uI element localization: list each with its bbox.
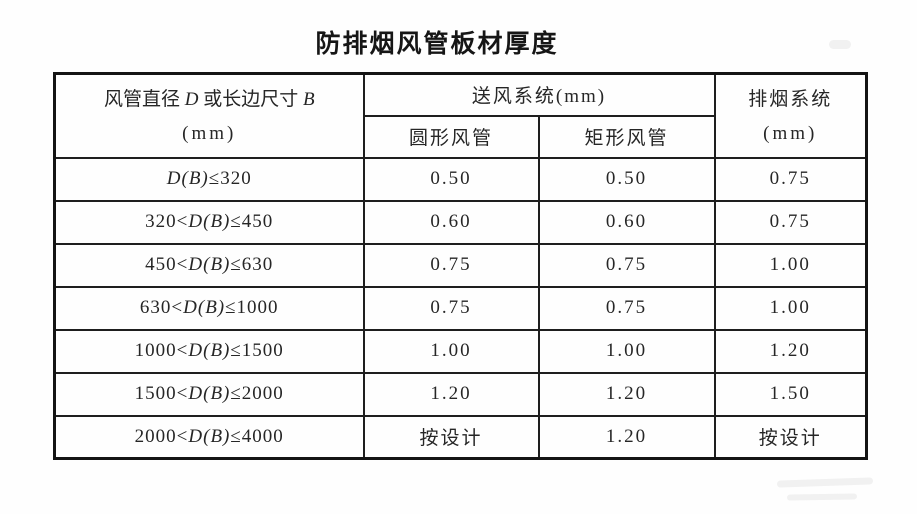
range-var: D(B): [188, 211, 231, 232]
round-duct-value: 1.00: [362, 328, 540, 374]
header-exhaust-unit: (mm): [763, 122, 818, 144]
range-var: D(B): [188, 254, 231, 275]
range-var: D(B): [166, 168, 209, 189]
range-pre: 1000<: [134, 340, 189, 361]
round-duct-value: 0.75: [362, 242, 540, 288]
rect-duct-value: 1.00: [537, 328, 716, 374]
range-cell: D(B)≤320: [53, 156, 365, 202]
range-post: ≤450: [230, 211, 274, 232]
table-row-7: 2000<D(B)≤4000 按设计 1.20 按设计: [53, 414, 868, 460]
rect-duct-value: 1.20: [537, 414, 716, 460]
exhaust-value: 1.20: [713, 328, 868, 374]
exhaust-value: 1.00: [713, 285, 868, 331]
exhaust-value: 0.75: [713, 156, 868, 202]
header-duct-size-text-1: 风管直径: [103, 88, 185, 110]
rect-duct-value: 0.60: [537, 199, 716, 245]
scan-artifact: [776, 477, 874, 488]
header-row-1: 风管直径 D 或长边尺寸 B (mm) 送风系统(mm) 排烟系统 (mm): [53, 72, 868, 159]
range-var: D(B): [188, 340, 231, 361]
table-row-4: 630<D(B)≤1000 0.75 0.75 1.00: [53, 285, 868, 331]
round-duct-value: 0.60: [362, 199, 540, 245]
range-post: ≤1000: [225, 297, 279, 318]
range-post: ≤2000: [230, 383, 284, 404]
rect-duct-value: 1.20: [537, 371, 716, 417]
rect-duct-value: 0.50: [537, 156, 716, 202]
range-var: D(B): [183, 297, 226, 318]
range-cell: 320<D(B)≤450: [53, 199, 365, 245]
rect-duct-value: 0.75: [537, 242, 716, 288]
header-duct-size-unit: (mm): [182, 122, 237, 144]
range-cell: 2000<D(B)≤4000: [53, 414, 365, 460]
range-pre: 1500<: [134, 383, 189, 404]
header-duct-size: 风管直径 D 或长边尺寸 B (mm): [53, 72, 365, 159]
table-row-5: 1000<D(B)≤1500 1.00 1.00 1.20: [53, 328, 868, 374]
range-post: ≤4000: [230, 425, 284, 447]
rect-duct-value: 0.75: [537, 285, 716, 331]
header-supply-system: 送风系统(mm): [362, 72, 716, 117]
range-var: D(B): [188, 425, 231, 447]
exhaust-value: 1.50: [713, 371, 868, 417]
page-title: 防排烟风管板材厚度: [315, 30, 559, 58]
header-exhaust-system: 排烟系统 (mm): [713, 72, 868, 159]
range-pre: 320<: [145, 211, 189, 232]
range-post: ≤630: [230, 254, 274, 275]
header-rect-duct: 矩形风管: [537, 114, 716, 159]
header-row-2: 圆形风管 矩形风管: [55, 114, 867, 159]
round-duct-value: 0.75: [362, 285, 540, 331]
range-cell: 1000<D(B)≤1500: [53, 328, 365, 374]
range-cell: 630<D(B)≤1000: [53, 285, 365, 331]
range-pre: 450<: [145, 254, 189, 275]
round-duct-value: 1.20: [362, 371, 540, 417]
round-duct-value: 0.50: [362, 156, 540, 202]
range-cell: 450<D(B)≤630: [53, 242, 365, 288]
header-round-duct: 圆形风管: [362, 114, 540, 159]
table-row-2: 320<D(B)≤450 0.60 0.60 0.75: [53, 199, 868, 245]
table-row-6: 1500<D(B)≤2000 1.20 1.20 1.50: [53, 371, 868, 417]
exhaust-value: 0.75: [713, 199, 868, 245]
header-exhaust-label: 排烟系统: [748, 88, 833, 110]
header-duct-size-text-2: 或长边尺寸: [198, 88, 303, 110]
range-var: D(B): [188, 383, 231, 404]
header-var-d: D: [184, 88, 199, 110]
table-row-3: 450<D(B)≤630 0.75 0.75 1.00: [53, 242, 868, 288]
header-duct-size-line1: 风管直径 D 或长边尺寸 B: [57, 87, 362, 113]
range-pre: 2000<: [134, 425, 189, 447]
range-pre: 630<: [139, 297, 184, 318]
round-duct-value: 按设计: [362, 414, 540, 460]
range-post: ≤1500: [230, 340, 284, 361]
range-post: ≤320: [208, 168, 252, 189]
scan-artifact: [786, 493, 858, 501]
exhaust-value: 按设计: [713, 414, 868, 460]
exhaust-value: 1.00: [713, 242, 868, 288]
range-cell: 1500<D(B)≤2000: [53, 371, 365, 417]
duct-thickness-table: 风管直径 D 或长边尺寸 B (mm) 送风系统(mm) 排烟系统 (mm) 圆…: [53, 72, 868, 460]
table-row-1: D(B)≤320 0.50 0.50 0.75: [53, 156, 868, 202]
header-var-b: B: [302, 88, 315, 110]
